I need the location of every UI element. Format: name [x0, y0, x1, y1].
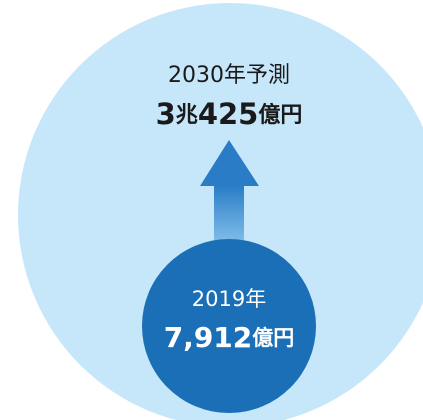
current-value: 7,912億円 [164, 321, 295, 354]
current-value-part: 億円 [252, 326, 294, 350]
forecast-value-part: 425 [198, 97, 259, 131]
arrow-head [200, 140, 259, 186]
current-label: 2019年 [192, 287, 266, 311]
current-circle [142, 239, 316, 413]
forecast-value-part: 億円 [258, 102, 302, 128]
forecast-value-part: 3 [156, 97, 176, 131]
arrow-shaft [214, 185, 244, 247]
current-value-part: 7,912 [164, 321, 253, 354]
forecast-value: 3兆425億円 [156, 97, 303, 131]
forecast-label: 2030年予測 [168, 63, 290, 88]
forecast-value-part: 兆 [176, 103, 198, 128]
